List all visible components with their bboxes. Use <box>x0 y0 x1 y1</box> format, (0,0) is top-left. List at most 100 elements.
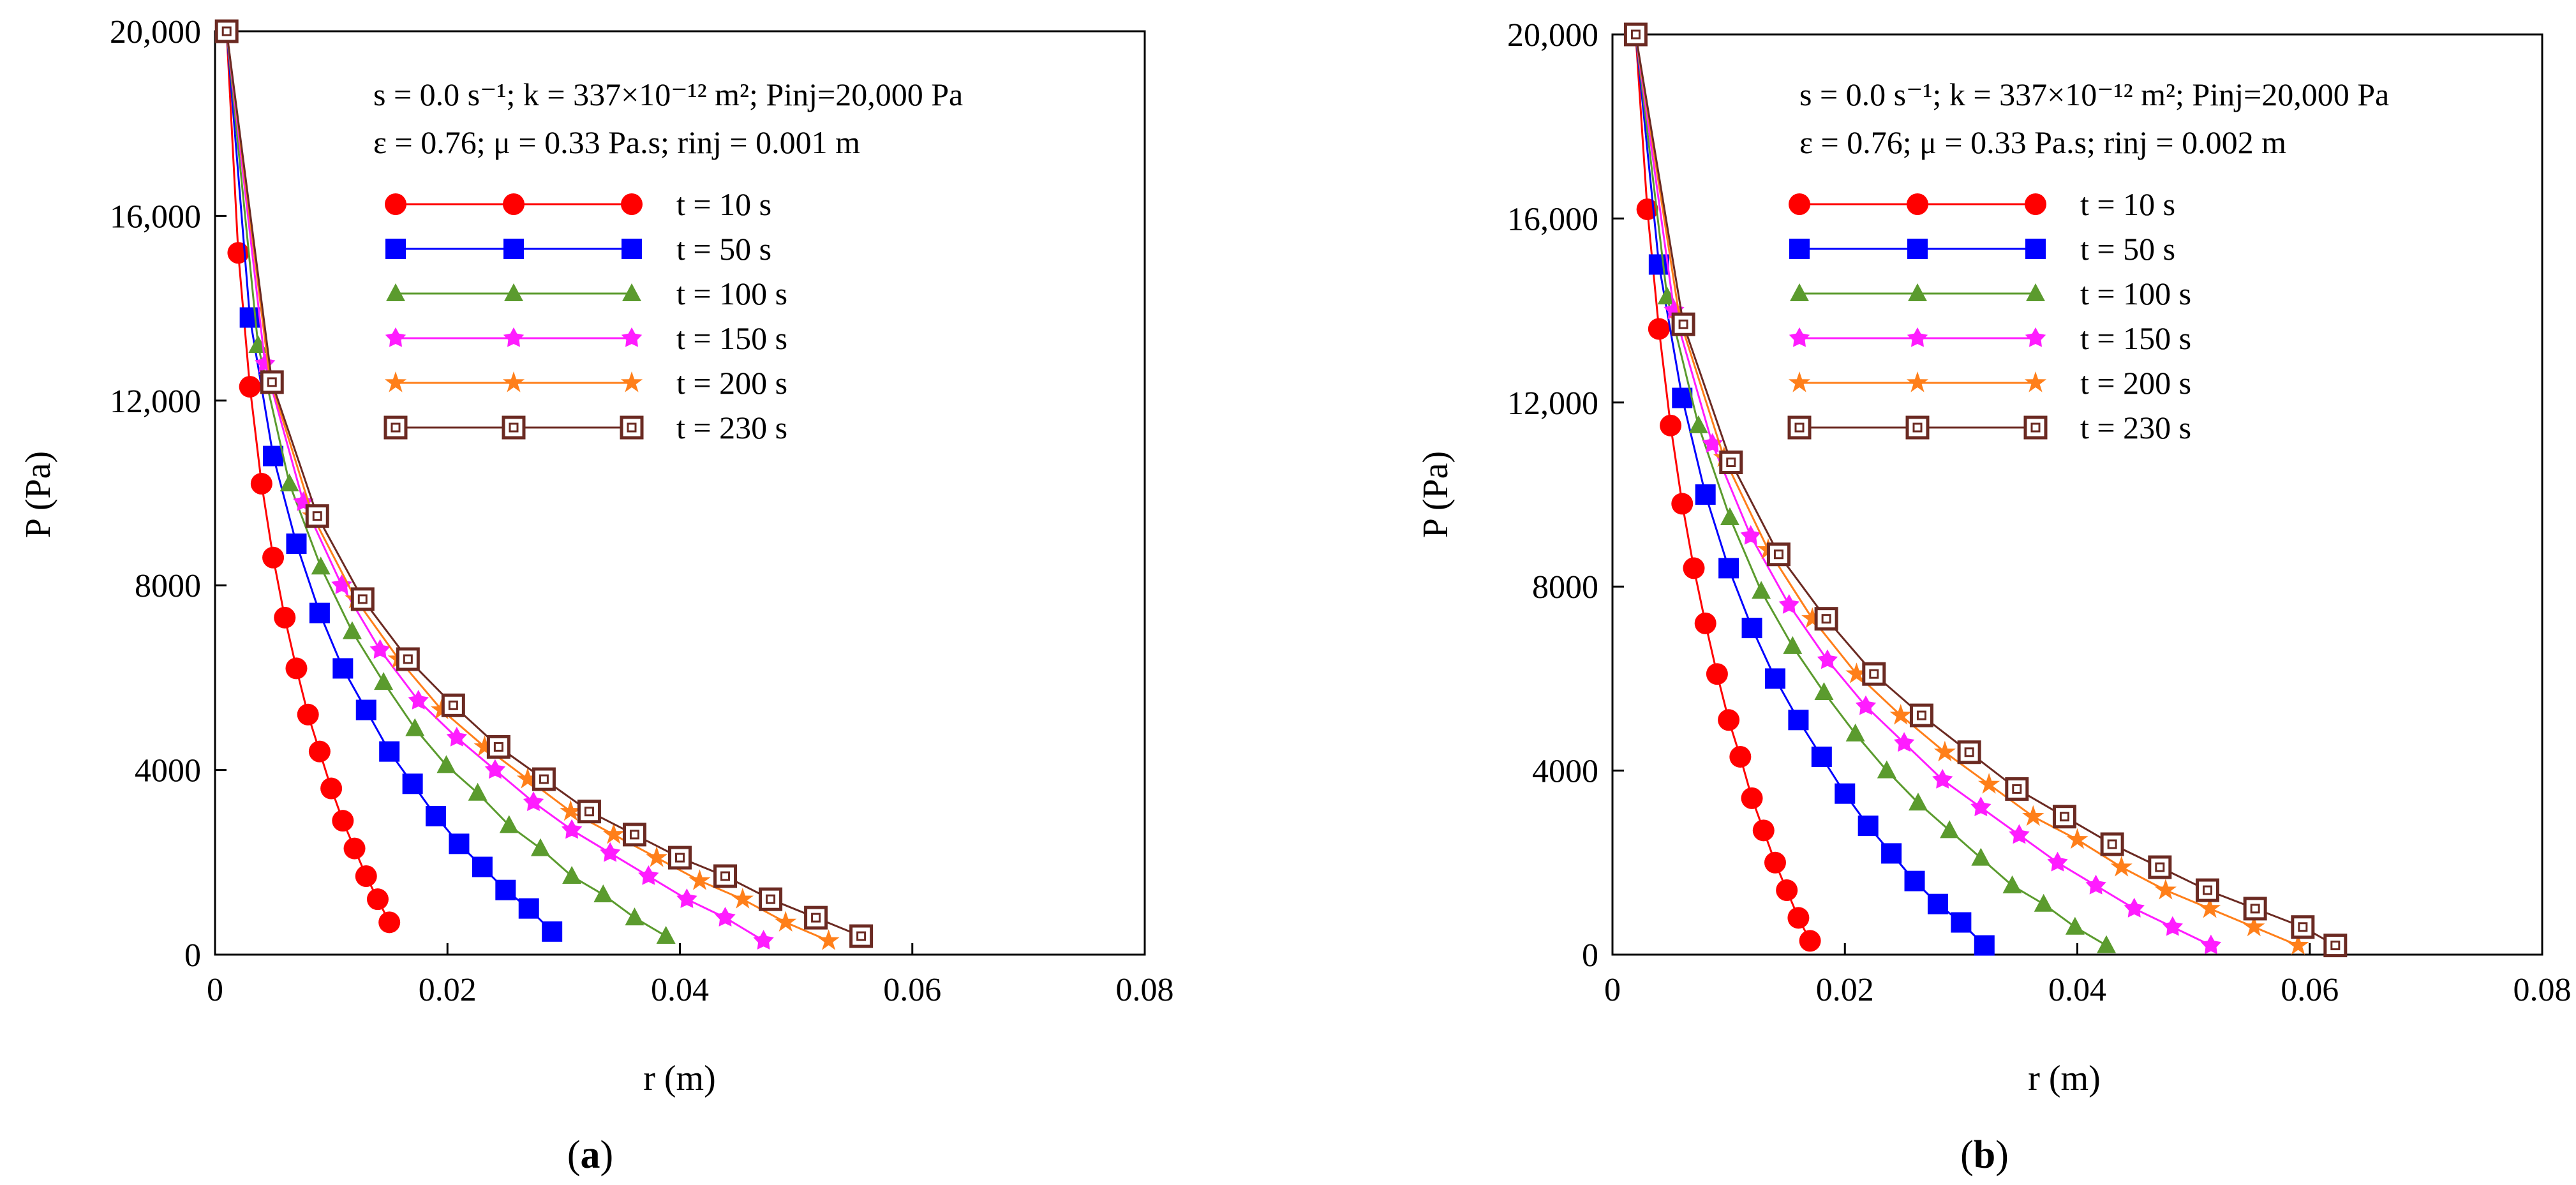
legend-marker <box>622 239 642 259</box>
legend-marker <box>2025 193 2046 215</box>
data-point <box>562 866 582 884</box>
data-point <box>668 846 692 870</box>
data-point <box>320 777 343 800</box>
legend-entry: t = 50 s <box>1789 231 2175 267</box>
data-point <box>1671 312 1695 336</box>
legend-label: t = 150 s <box>2080 320 2191 356</box>
legend-marker <box>2025 239 2046 259</box>
data-point <box>530 838 550 856</box>
legend-marker <box>504 283 523 301</box>
legend-marker <box>1789 239 1810 259</box>
series-t10 <box>1625 24 1821 952</box>
data-point <box>731 888 754 909</box>
legend-label: t = 230 s <box>676 410 787 445</box>
data-point <box>2022 805 2044 826</box>
data-point <box>1909 703 1933 727</box>
data-point <box>1814 607 1838 631</box>
data-point <box>1788 710 1809 731</box>
data-point <box>516 768 539 789</box>
y-axis-ticks: 0 4000 8000 12,000 16,000 20,000 <box>110 14 227 974</box>
legend-marker <box>2023 415 2048 440</box>
legend-entry: t = 100 s <box>1790 276 2191 311</box>
data-point <box>1741 618 1762 639</box>
data-point <box>355 699 376 720</box>
data-point <box>436 755 456 773</box>
panel-label-a: (a) <box>567 1133 613 1177</box>
data-point <box>1881 843 1902 864</box>
legend-entry: t = 200 s <box>384 365 787 401</box>
panel-letter-b: b <box>1974 1133 1995 1177</box>
data-point <box>1817 649 1838 669</box>
x-tick-label: 0.08 <box>1116 972 1174 1008</box>
y-tick-label: 8000 <box>1532 569 1598 606</box>
data-point <box>1683 557 1705 579</box>
annotation-line-2: ε = 0.76; μ = 0.33 Pa.s; rinj = 0.002 m <box>1799 124 2286 160</box>
legend-marker <box>1907 193 1928 215</box>
legend-label: t = 100 s <box>2080 276 2191 311</box>
data-point <box>2009 824 2030 844</box>
legend-marker <box>1789 327 1810 347</box>
x-tick-label: 0.04 <box>651 972 709 1008</box>
y-axis-label: P (Pa) <box>19 451 58 538</box>
data-point <box>332 658 354 679</box>
data-point <box>775 911 797 932</box>
legend-marker <box>2026 283 2045 301</box>
data-point <box>2052 805 2076 829</box>
x-tick-label: 0.04 <box>2048 972 2106 1008</box>
y-tick-label: 12,000 <box>110 384 201 420</box>
plot-frame <box>214 30 1146 956</box>
data-point <box>2005 777 2029 801</box>
series-t200 <box>1625 23 2309 955</box>
y-axis-ticks: 0 4000 8000 12,000 16,000 20,000 <box>1507 17 1624 974</box>
data-point <box>1971 847 1991 866</box>
legend-entry: t = 150 s <box>1789 320 2191 356</box>
data-point <box>560 800 582 821</box>
legend-marker <box>503 193 525 215</box>
data-point <box>214 19 239 43</box>
data-point <box>1894 732 1915 752</box>
data-point <box>523 791 544 811</box>
legend-marker <box>385 327 406 347</box>
data-point <box>817 929 840 950</box>
data-point <box>274 606 296 629</box>
data-point <box>1706 663 1728 685</box>
legend-label: t = 100 s <box>676 276 787 311</box>
legend-marker <box>1907 239 1928 259</box>
data-point <box>689 869 711 890</box>
data-point <box>1814 682 1834 701</box>
data-point <box>542 921 563 942</box>
data-point <box>715 907 736 927</box>
legend-marker <box>2025 327 2046 347</box>
data-point <box>1764 668 1785 689</box>
data-point <box>1623 22 1648 47</box>
legend: t = 10 s t = 50 s t = 100 s t = 150 s t = 20… <box>1787 186 2191 445</box>
legend-label: t = 10 s <box>676 186 771 222</box>
data-point <box>1908 793 1928 811</box>
data-point <box>263 445 284 466</box>
data-point <box>2066 828 2088 849</box>
data-point <box>1978 773 2000 794</box>
series-line <box>1634 34 2336 946</box>
data-point <box>449 833 470 854</box>
series-line <box>225 31 553 932</box>
series-line <box>225 31 391 923</box>
data-point <box>1718 558 1739 579</box>
series-line <box>1634 34 2107 946</box>
legend-entry: t = 200 s <box>1788 365 2191 401</box>
data-point <box>1671 493 1694 515</box>
x-tick-label: 0 <box>1604 972 1621 1008</box>
data-point <box>2200 934 2222 955</box>
y-tick-label: 4000 <box>1532 754 1598 790</box>
data-point <box>484 759 506 779</box>
data-point <box>1648 318 1670 340</box>
data-point <box>1783 636 1803 654</box>
legend-label: t = 10 s <box>2080 186 2175 222</box>
data-point <box>1778 594 1799 614</box>
data-point <box>1764 851 1786 874</box>
annotation-line-1: s = 0.0 s⁻¹; k = 337×10⁻¹² m²; Pinj=20,0… <box>373 77 963 112</box>
legend-marker <box>385 239 406 259</box>
y-tick-label: 16,000 <box>110 198 201 235</box>
data-point <box>378 911 401 934</box>
legend-entry: t = 10 s <box>1789 186 2175 222</box>
